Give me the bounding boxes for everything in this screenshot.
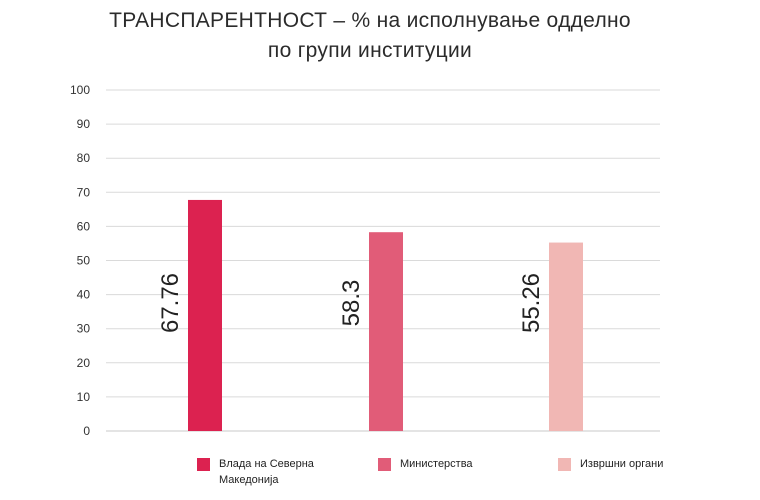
legend-label-government: Влада на Северна Македонија xyxy=(219,458,314,486)
data-label-0: 67.76 xyxy=(157,273,184,333)
legend-item-government: Влада на Северна Македонија xyxy=(197,458,339,488)
y-tick-label: 0 xyxy=(83,424,90,438)
y-tick-label: 80 xyxy=(77,151,91,165)
y-tick-label: 100 xyxy=(70,83,90,97)
y-tick-label: 20 xyxy=(77,356,91,370)
y-tick-label: 60 xyxy=(77,219,91,233)
y-tick-label: 30 xyxy=(77,322,91,336)
chart-title-line-1: ТРАНСПАРЕНТНОСТ – % на исполнување оддел… xyxy=(109,9,631,32)
data-label-1: 58.3 xyxy=(338,280,365,327)
legend-swatch-ministries xyxy=(378,458,391,471)
legend-swatch-executive-bodies xyxy=(558,458,571,471)
legend-label-executive-bodies: Извршни органи xyxy=(580,458,664,470)
bar-1 xyxy=(369,232,403,431)
bar-2 xyxy=(549,242,583,431)
y-tick-label: 90 xyxy=(77,117,91,131)
y-tick-label: 40 xyxy=(77,288,91,302)
y-tick-label: 10 xyxy=(77,390,91,404)
bar-0 xyxy=(188,199,222,431)
legend-label-ministries: Министерства xyxy=(400,458,473,470)
y-tick-label: 70 xyxy=(77,185,91,199)
legend-item-executive-bodies: Извршни органи xyxy=(558,458,700,472)
legend-item-ministries: Министерства xyxy=(378,458,520,472)
data-label-2: 55.26 xyxy=(518,273,545,333)
y-tick-label: 50 xyxy=(77,254,91,268)
chart-title-line-2: по групи институции xyxy=(267,39,473,62)
chart-title: ТРАНСПАРЕНТНОСТ – % на исполнување оддел… xyxy=(0,6,740,66)
legend-swatch-government xyxy=(197,458,210,471)
